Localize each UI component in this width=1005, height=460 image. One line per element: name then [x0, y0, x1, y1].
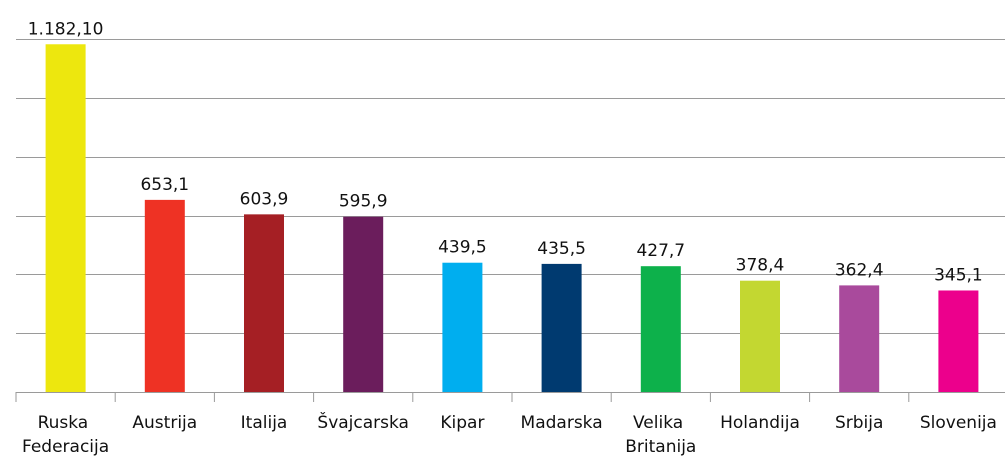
x-tick-label: Švajcarska: [317, 411, 409, 433]
value-label: 362,4: [835, 260, 884, 280]
value-label: 603,9: [240, 189, 289, 209]
value-label: 427,7: [636, 241, 685, 261]
bar: [640, 266, 681, 392]
value-label: 439,5: [438, 238, 487, 258]
bar: [839, 285, 880, 392]
x-tick-label: Austrija: [132, 413, 197, 433]
bar: [442, 262, 483, 392]
x-tick-label: Ruska Federacija: [22, 413, 109, 457]
value-label: 378,4: [736, 256, 785, 276]
x-tick-label: Velika Britanija: [625, 413, 696, 457]
x-tick-label: Madarska: [521, 413, 603, 433]
bar: [343, 216, 384, 392]
x-tick-label: Holandija: [720, 413, 800, 433]
bar: [541, 263, 582, 392]
bar: [144, 199, 185, 392]
value-label: 1.182,10: [28, 19, 104, 39]
bar: [938, 290, 979, 392]
x-tick-label: Slovenija: [920, 413, 997, 433]
value-label: 653,1: [140, 175, 189, 195]
value-label: 435,5: [537, 239, 586, 259]
bar: [45, 44, 86, 392]
value-label: 595,9: [339, 192, 388, 212]
bar: [244, 214, 284, 392]
x-tick-label: Italija: [241, 413, 288, 433]
x-tick-label: Srbija: [835, 413, 883, 433]
value-label: 345,1: [934, 265, 983, 285]
x-tick-label: Kipar: [440, 413, 484, 433]
bar: [740, 280, 780, 392]
